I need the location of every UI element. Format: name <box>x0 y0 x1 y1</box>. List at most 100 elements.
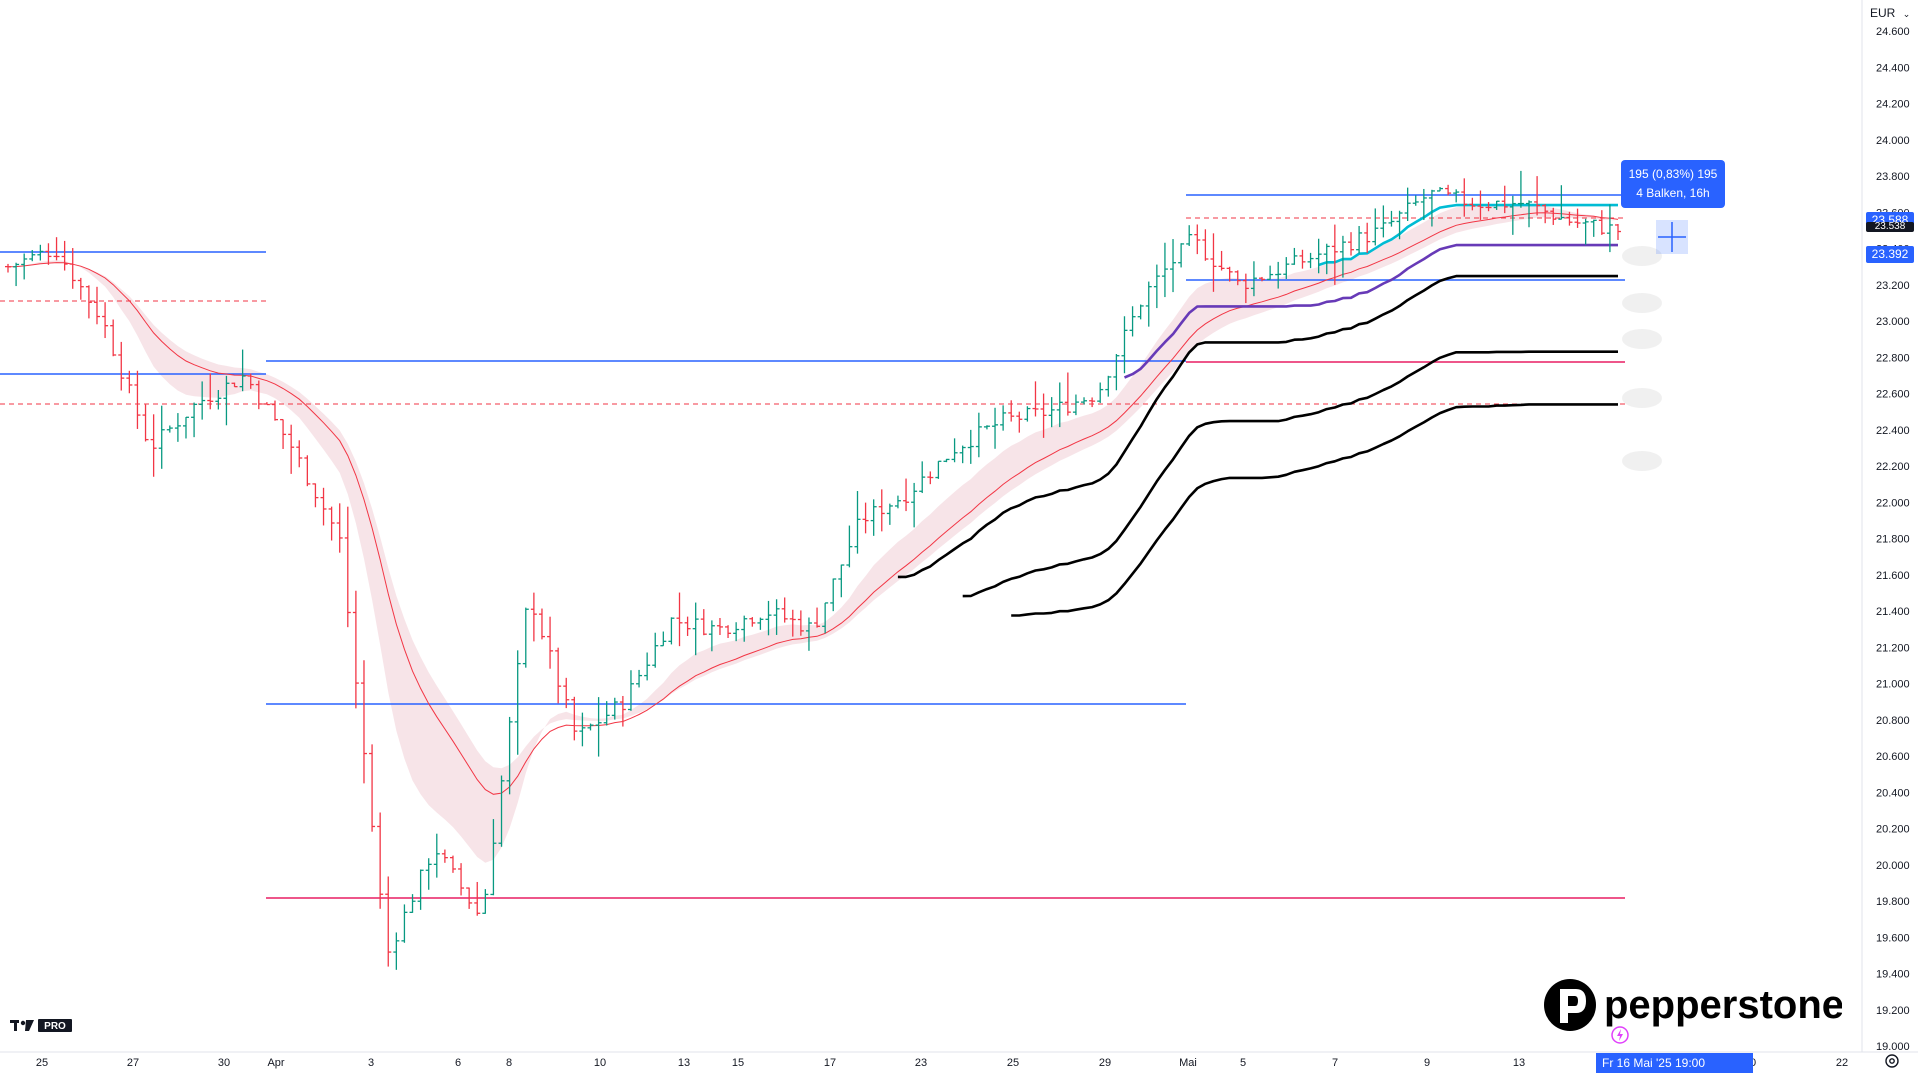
ohlc-bar <box>393 932 400 970</box>
ohlc-bar <box>385 876 392 967</box>
ohlc-bar <box>555 647 562 704</box>
ohlc-bar <box>692 602 699 656</box>
ohlc-bar <box>449 855 456 873</box>
ohlc-bar <box>878 489 885 532</box>
ohlc-bar <box>1048 397 1055 428</box>
ohlc-bar <box>174 413 181 442</box>
ribbon-cloud <box>8 204 1618 863</box>
ohlc-bar <box>644 652 651 681</box>
ohlc-bar <box>458 863 465 896</box>
ohlc-bar <box>1493 200 1500 210</box>
ohlc-bar <box>21 253 28 280</box>
price-axis-tick-label: 19.400 <box>1876 969 1910 981</box>
ohlc-bar <box>563 677 570 709</box>
price-axis-tick-label: 19.200 <box>1876 1005 1910 1017</box>
ohlc-bar <box>886 503 893 525</box>
ohlc-bar <box>1372 208 1379 246</box>
ohlc-bar <box>1428 189 1435 227</box>
ohlc-bar <box>1226 266 1233 282</box>
ohlc-bar <box>1485 202 1492 212</box>
ohlc-bar <box>1040 393 1047 438</box>
ohlc-bar <box>943 458 950 463</box>
ohlc-bar <box>660 631 667 647</box>
ohlc-bar <box>822 602 829 634</box>
ohlc-bar <box>1445 184 1452 196</box>
ohlc-bar <box>409 894 416 913</box>
time-axis-tick-label: 17 <box>824 1057 836 1069</box>
ohlc-bar <box>1404 187 1411 222</box>
time-axis-tick-label: Mai <box>1179 1057 1197 1069</box>
ohlc-bar <box>1145 281 1152 327</box>
ohlc-bar <box>1259 276 1266 282</box>
ohlc-bar <box>53 237 60 261</box>
time-axis-tick-label: Apr <box>267 1057 284 1069</box>
ohlc-bar <box>1250 261 1257 297</box>
ohlc-bar <box>733 622 740 642</box>
ohlc-bar <box>1291 247 1298 265</box>
ohlc-bar <box>1339 235 1346 278</box>
ohlc-bar <box>668 617 675 645</box>
ohlc-bar <box>903 478 910 512</box>
ohlc-bar <box>1170 239 1177 293</box>
currency-selector[interactable]: EUR ⌄ <box>1870 6 1910 20</box>
ohlc-bar <box>538 608 545 640</box>
ohlc-bar <box>37 244 44 261</box>
crosshair-icon[interactable] <box>1656 220 1688 254</box>
ohlc-bar <box>700 609 707 636</box>
time-axis-tick-label: 15 <box>732 1057 744 1069</box>
ohlc-bar <box>1072 394 1079 416</box>
ohlc-bar <box>1396 210 1403 240</box>
ohlc-bar <box>401 904 408 943</box>
price-axis-tick-label: 24.000 <box>1876 135 1910 147</box>
ohlc-bar <box>85 285 92 319</box>
ohlc-bar <box>814 607 821 628</box>
ohlc-bar <box>1574 208 1581 228</box>
ohlc-bar <box>45 243 52 265</box>
trailing-stop-cyan <box>1318 203 1618 267</box>
time-axis-tick-label: 23 <box>915 1057 927 1069</box>
ohlc-bar <box>417 869 424 910</box>
ohlc-bar <box>1307 252 1314 269</box>
time-axis-tick-label: 6 <box>455 1057 461 1069</box>
ohlc-bar <box>1113 354 1120 391</box>
time-axis[interactable]: 252730Apr36810131517232529Mai579132022 <box>36 1057 1848 1069</box>
ohlc-bar <box>805 617 812 651</box>
ohlc-bar <box>336 503 343 553</box>
ohlc-bar <box>1283 257 1290 280</box>
ohlc-bar <box>611 697 618 720</box>
currency-label: EUR <box>1870 6 1896 20</box>
ohlc-bar <box>676 592 683 647</box>
ema-cloud <box>8 204 1618 863</box>
price-axis-tick-label: 24.600 <box>1876 26 1910 38</box>
ohlc-bar <box>304 455 311 487</box>
ohlc-bars <box>5 170 1621 970</box>
price-axis-tick-label: 22.400 <box>1876 425 1910 437</box>
ohlc-bar <box>1380 205 1387 238</box>
price-axis-tick-label: 24.400 <box>1876 62 1910 74</box>
ohlc-bar <box>441 849 448 863</box>
ohlc-bar <box>13 262 20 287</box>
pepperstone-brand: pepperstone <box>1542 975 1844 1045</box>
time-axis-tick-label: 3 <box>368 1057 374 1069</box>
ohlc-bar <box>1137 304 1144 320</box>
ohlc-bar <box>158 405 165 469</box>
gear-icon[interactable] <box>1883 1052 1901 1070</box>
ohlc-bar <box>1000 405 1007 431</box>
fade-marker <box>1622 246 1662 266</box>
fade-markers <box>1622 246 1662 471</box>
ohlc-bar <box>854 491 861 554</box>
ohlc-bar <box>191 402 198 438</box>
ohlc-bar <box>1194 224 1201 255</box>
ohlc-bar <box>433 833 440 878</box>
price-axis[interactable]: 24.60024.40024.20024.00023.80023.60023.4… <box>1876 26 1910 1053</box>
ohlc-bar <box>1558 185 1565 220</box>
ohlc-bar <box>652 632 659 668</box>
ohlc-bar <box>1234 270 1241 286</box>
time-axis-tick-label: 30 <box>218 1057 230 1069</box>
fade-marker <box>1622 293 1662 313</box>
ohlc-bar <box>992 407 999 449</box>
ohlc-bar <box>377 812 384 909</box>
measure-tooltip-line1: 195 (0,83%) 195 <box>1628 167 1718 181</box>
